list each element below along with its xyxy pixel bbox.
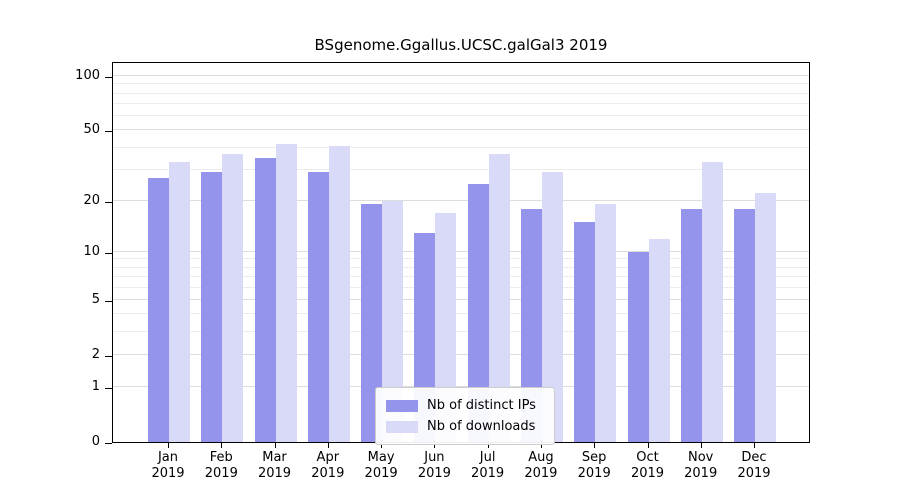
bar-downloads-dec bbox=[755, 193, 776, 442]
bar-distinct-ips-mar bbox=[254, 157, 276, 442]
gridline-minor bbox=[113, 146, 809, 148]
legend-row-downloads: Nb of downloads bbox=[386, 416, 544, 437]
bar-downloads-aug bbox=[541, 172, 563, 442]
bar-downloads-jun bbox=[435, 212, 457, 442]
y-tick-mark bbox=[105, 443, 112, 444]
bar-distinct-ips-jul bbox=[467, 183, 489, 442]
legend-label-downloads: Nb of downloads bbox=[427, 419, 536, 434]
gridline-major bbox=[113, 129, 809, 131]
x-tick-mark bbox=[168, 443, 169, 448]
x-tick-label: Aug 2019 bbox=[524, 450, 558, 481]
x-tick-mark bbox=[540, 443, 542, 448]
y-tick-label: 100 bbox=[75, 68, 100, 83]
gridline-minor bbox=[113, 331, 809, 333]
x-tick-label: Sep 2019 bbox=[577, 450, 611, 481]
y-tick-label: 20 bbox=[83, 192, 100, 208]
x-tick-label: Jan 2019 bbox=[151, 450, 185, 481]
bar-downloads-sep bbox=[595, 204, 617, 442]
y-tick-mark bbox=[105, 131, 112, 133]
bar-downloads-feb bbox=[222, 153, 244, 442]
bar-distinct-ips-dec bbox=[734, 208, 755, 442]
legend: Nb of distinct IPs Nb of downloads bbox=[375, 387, 555, 445]
x-tick-mark bbox=[221, 443, 223, 448]
gridline-major bbox=[113, 250, 809, 252]
legend-row-distinct-ips: Nb of distinct IPs bbox=[386, 395, 544, 416]
chart-title: BSgenome.Ggallus.UCSC.galGal3 2019 bbox=[314, 36, 608, 54]
y-tick-label: 2 bbox=[91, 346, 100, 362]
x-tick-label: Nov 2019 bbox=[684, 450, 718, 481]
bar-downloads-jul bbox=[488, 153, 510, 442]
bar-downloads-jan bbox=[169, 162, 190, 442]
bar-distinct-ips-oct bbox=[627, 251, 649, 442]
gridline-major bbox=[113, 75, 809, 76]
gridline-minor bbox=[113, 258, 809, 260]
gridline-major bbox=[113, 353, 809, 355]
x-tick-mark bbox=[434, 443, 436, 448]
y-tick-label: 0 bbox=[91, 434, 100, 449]
y-tick-label: 5 bbox=[91, 291, 100, 307]
x-tick-mark bbox=[381, 443, 383, 448]
x-tick-label: Feb 2019 bbox=[204, 450, 238, 481]
x-tick-mark bbox=[487, 443, 489, 448]
bar-distinct-ips-apr bbox=[307, 172, 329, 442]
y-tick-label: 1 bbox=[91, 379, 100, 394]
y-tick-mark bbox=[105, 77, 112, 78]
bar-downloads-mar bbox=[275, 143, 297, 442]
bar-downloads-may bbox=[382, 200, 404, 442]
gridline-major bbox=[113, 386, 809, 387]
bar-downloads-apr bbox=[328, 145, 350, 442]
plot-area bbox=[112, 62, 810, 443]
gridline-minor bbox=[113, 266, 809, 268]
bar-distinct-ips-nov bbox=[680, 208, 702, 442]
bar-distinct-ips-may bbox=[361, 204, 383, 442]
x-tick-mark bbox=[327, 443, 329, 448]
bar-distinct-ips-sep bbox=[574, 222, 596, 442]
bar-distinct-ips-aug bbox=[520, 208, 542, 442]
y-tick-mark bbox=[105, 388, 112, 389]
x-tick-label: Jul 2019 bbox=[471, 450, 505, 481]
legend-label-distinct-ips: Nb of distinct IPs bbox=[427, 398, 536, 413]
y-tick-mark bbox=[105, 355, 112, 357]
x-tick-label: Oct 2019 bbox=[630, 450, 665, 481]
legend-swatch-downloads bbox=[386, 420, 418, 433]
x-tick-label: Apr 2019 bbox=[311, 450, 345, 481]
gridline-minor bbox=[113, 168, 809, 170]
gridline-major bbox=[113, 199, 809, 201]
bar-downloads-oct bbox=[648, 238, 670, 442]
x-tick-label: Mar 2019 bbox=[257, 450, 292, 481]
bar-distinct-ips-feb bbox=[201, 172, 223, 442]
x-tick-mark bbox=[647, 443, 649, 448]
gridline-minor bbox=[113, 115, 809, 116]
gridline-minor bbox=[113, 313, 809, 315]
gridline-minor bbox=[113, 286, 809, 288]
y-tick-label: 50 bbox=[83, 122, 100, 138]
gridline-major bbox=[113, 298, 809, 300]
x-tick-label: May 2019 bbox=[364, 450, 398, 481]
bar-downloads-nov bbox=[701, 162, 723, 442]
x-tick-mark bbox=[274, 443, 276, 448]
gridline-minor bbox=[113, 102, 809, 104]
gridline-minor bbox=[113, 83, 809, 85]
x-tick-label: Dec 2019 bbox=[737, 450, 771, 481]
x-tick-label: Jun 2019 bbox=[417, 450, 451, 481]
y-tick-mark bbox=[105, 252, 112, 254]
y-tick-mark bbox=[105, 300, 112, 302]
x-tick-mark bbox=[700, 443, 702, 448]
gridline-minor bbox=[113, 276, 809, 278]
gridline-minor bbox=[113, 92, 809, 94]
bar-distinct-ips-jan bbox=[148, 177, 169, 442]
legend-swatch-distinct-ips bbox=[386, 399, 418, 412]
x-tick-mark bbox=[754, 443, 755, 448]
y-tick-mark bbox=[105, 201, 112, 203]
y-tick-label: 10 bbox=[83, 243, 100, 259]
x-tick-mark bbox=[594, 443, 596, 448]
